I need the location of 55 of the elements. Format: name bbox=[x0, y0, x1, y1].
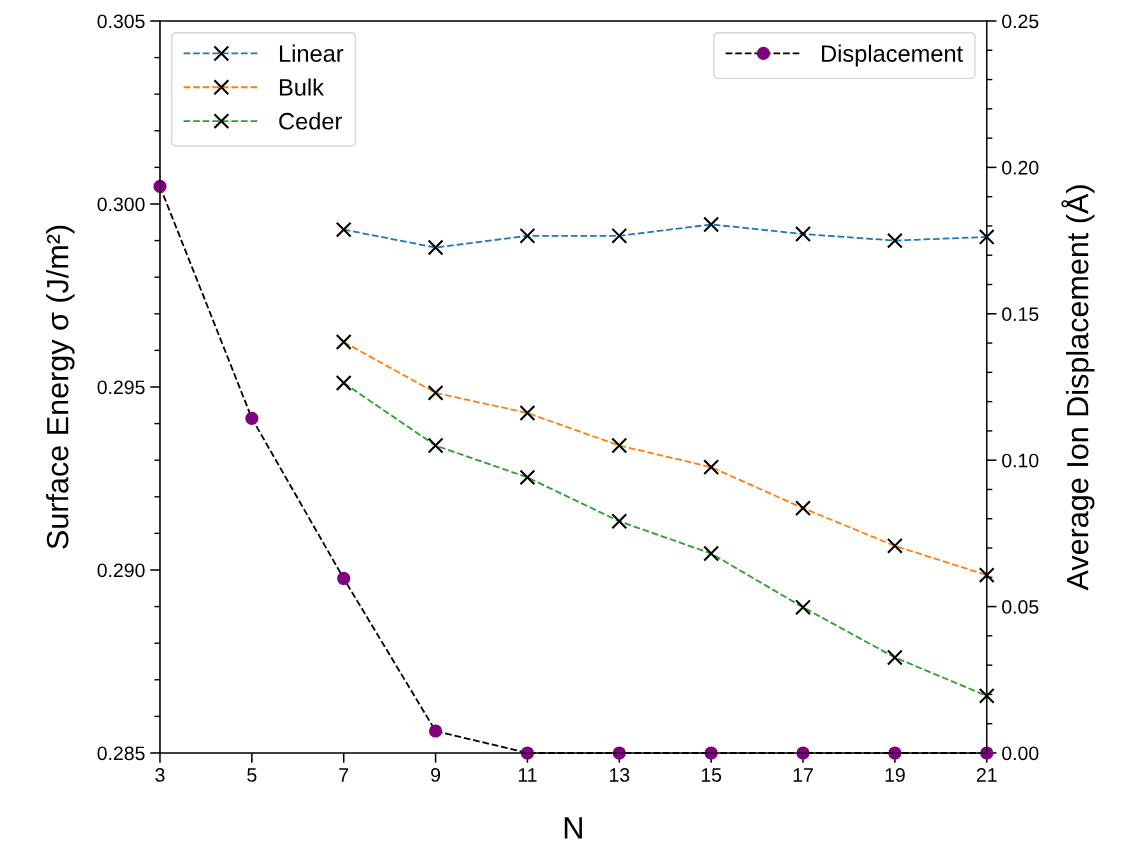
x-tick-label: 5 bbox=[247, 768, 257, 782]
point bbox=[795, 599, 811, 616]
point bbox=[703, 216, 720, 233]
point bbox=[335, 221, 352, 238]
point bbox=[795, 500, 811, 517]
y-tick-label: 0.285 bbox=[97, 746, 145, 761]
y2-tick-label: 0.20 bbox=[1002, 160, 1039, 175]
y-tick-label: 0.295 bbox=[97, 380, 145, 395]
x-tick-label: 17 bbox=[793, 768, 813, 782]
point bbox=[886, 649, 903, 666]
legend-label: Ceder bbox=[279, 112, 342, 130]
legend-label: Bulk bbox=[279, 78, 324, 96]
x-tick-label: 3 bbox=[155, 768, 165, 782]
y-tick-label: 0.300 bbox=[97, 197, 145, 212]
point bbox=[978, 687, 995, 704]
y-tick-label: 0.305 bbox=[97, 14, 145, 29]
point bbox=[611, 513, 628, 530]
point bbox=[703, 545, 720, 562]
y2-tick-label: 0.00 bbox=[1002, 746, 1039, 761]
point bbox=[428, 724, 443, 738]
point bbox=[978, 567, 995, 584]
point bbox=[427, 384, 444, 401]
y-tick-label: 0.290 bbox=[97, 563, 145, 578]
x-tick-label: 21 bbox=[976, 768, 997, 782]
point bbox=[335, 374, 352, 391]
point bbox=[519, 404, 536, 421]
point bbox=[335, 333, 352, 350]
legend-label: Linear bbox=[279, 44, 344, 62]
point bbox=[611, 227, 628, 244]
point bbox=[886, 537, 903, 554]
point bbox=[427, 437, 444, 454]
x-axis-title: N bbox=[564, 817, 582, 839]
point bbox=[795, 226, 811, 242]
y2-axis-title: Average Ion Displacement (Å) bbox=[1061, 185, 1095, 591]
point bbox=[245, 411, 259, 425]
x-tick-label: 19 bbox=[885, 768, 905, 782]
point bbox=[703, 459, 720, 476]
point bbox=[337, 571, 351, 586]
point bbox=[611, 437, 628, 454]
point bbox=[519, 227, 536, 244]
point bbox=[519, 469, 536, 486]
x-tick-label: 13 bbox=[609, 768, 630, 782]
legend-label: Displacement bbox=[822, 44, 963, 67]
y-axis-title: Surface Energy σ (J/m²) bbox=[46, 225, 75, 549]
y2-tick-label: 0.05 bbox=[1002, 600, 1039, 614]
x-tick-label: 15 bbox=[701, 768, 722, 782]
x-tick-label: 7 bbox=[339, 768, 349, 782]
y2-tick-label: 0.15 bbox=[1002, 307, 1039, 322]
point bbox=[978, 228, 995, 245]
y2-tick-label: 0.10 bbox=[1002, 453, 1039, 468]
point bbox=[427, 239, 444, 256]
x-tick-label: 9 bbox=[431, 768, 441, 782]
y2-tick-label: 0.25 bbox=[1002, 14, 1039, 29]
point bbox=[886, 232, 903, 249]
x-tick-label: 11 bbox=[518, 768, 537, 782]
